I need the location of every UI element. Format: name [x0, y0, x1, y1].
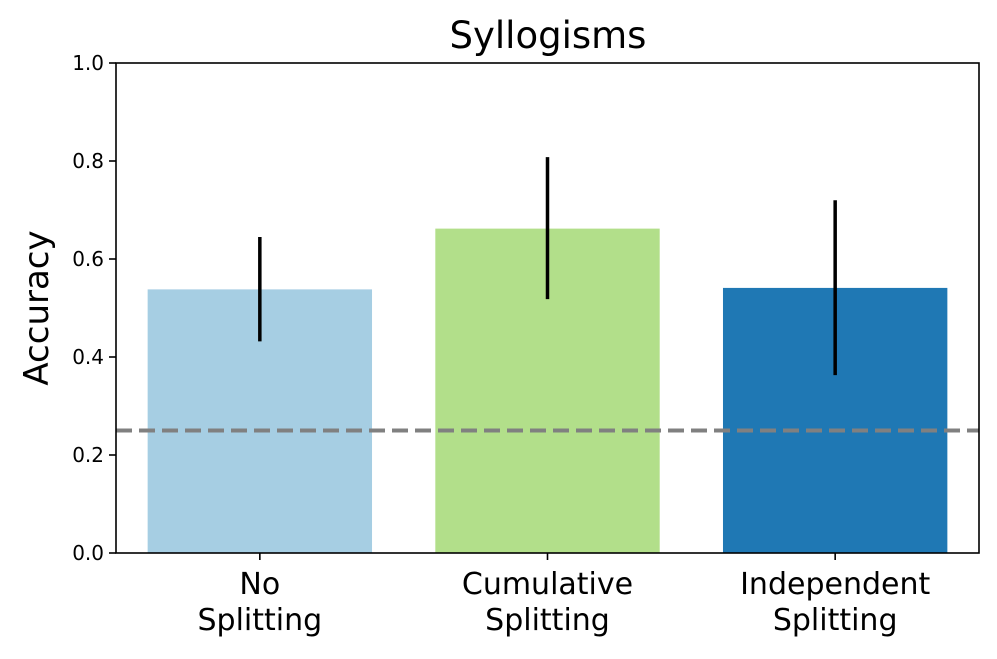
x-tick-label-line: Splitting	[485, 603, 610, 638]
x-tick-label-line: Independent	[740, 567, 930, 602]
x-tick-label-2: Independent Splitting	[740, 567, 930, 638]
y-tick-label: 0.2	[72, 443, 104, 467]
chart-title: Syllogisms	[450, 14, 647, 57]
x-tick-label-line: Splitting	[773, 603, 898, 638]
x-tick-label-line: Splitting	[197, 603, 322, 638]
y-tick-label: 0.8	[72, 149, 104, 173]
x-tick-label-line: No	[239, 567, 280, 602]
y-tick-label: 1.0	[72, 51, 104, 75]
x-tick-label-0: No Splitting	[197, 567, 322, 638]
y-ticks-layer: 0.0 0.2 0.4 0.6 0.8 1.0	[72, 51, 116, 565]
y-tick-label: 0.6	[72, 247, 104, 271]
x-tick-label-line: Cumulative	[462, 567, 633, 602]
error-bars-layer	[258, 157, 837, 376]
y-axis-label: Accuracy	[17, 230, 57, 385]
y-tick-label: 0.4	[72, 345, 104, 369]
y-tick-label: 0.0	[72, 541, 104, 565]
x-tick-label-1: Cumulative Splitting	[462, 567, 633, 638]
